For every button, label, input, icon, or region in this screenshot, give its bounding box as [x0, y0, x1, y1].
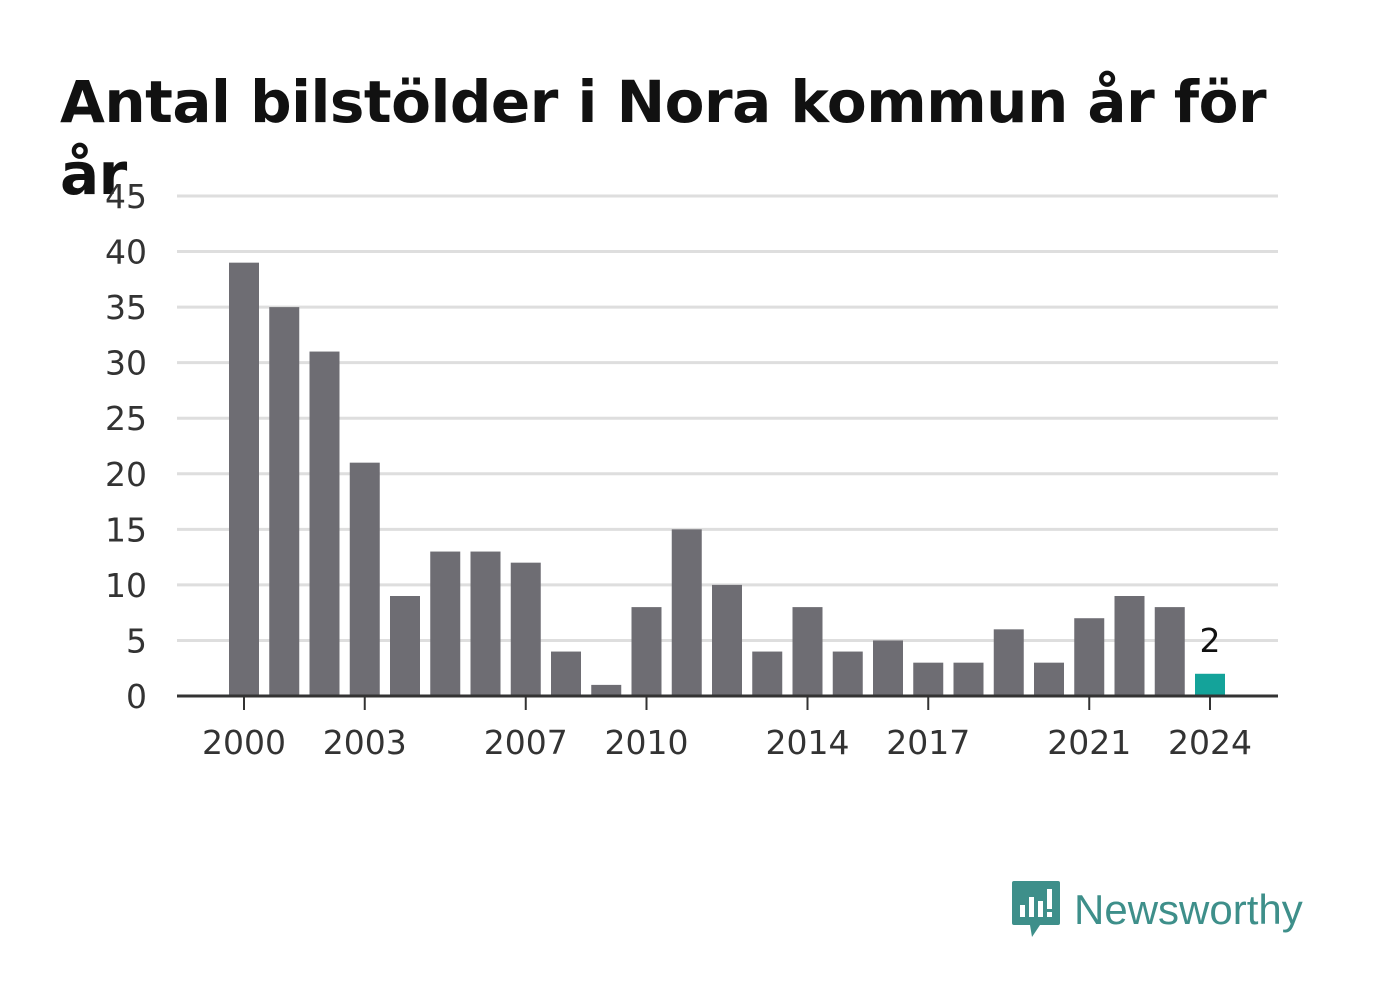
bar-2016 — [873, 640, 903, 696]
bar-2018 — [953, 662, 984, 696]
bars — [229, 262, 1225, 696]
bar-2005 — [430, 551, 461, 696]
brand-name: Newsworthy — [1074, 886, 1303, 933]
bar-2021 — [1074, 618, 1105, 696]
bar-2009 — [591, 684, 622, 696]
x-axis: 2000 2003 2007 2010 2014 2017 2021 2024 — [177, 694, 1278, 762]
bar-2013 — [752, 651, 783, 696]
y-tick-label: 40 — [105, 233, 147, 272]
bar-2003 — [349, 462, 380, 696]
y-tick-label: 45 — [105, 177, 147, 216]
gridlines — [177, 194, 1278, 642]
bar-2001 — [269, 307, 300, 696]
y-tick-label: 10 — [105, 566, 147, 605]
bar-2000 — [229, 262, 259, 696]
highlight-value-label: 2 — [1200, 621, 1221, 660]
bar-2017 — [913, 662, 944, 696]
y-tick-label: 15 — [105, 510, 147, 549]
annotations: 2 — [1200, 621, 1221, 660]
y-tick-label: 20 — [105, 455, 147, 494]
bar-2006 — [470, 551, 501, 696]
y-tick-label: 30 — [105, 344, 147, 383]
bar-2019 — [993, 629, 1024, 696]
bar-2002 — [309, 351, 340, 696]
x-tick-label: 2000 — [202, 723, 286, 762]
y-tick-label: 25 — [105, 399, 147, 438]
x-tick-label: 2021 — [1047, 723, 1131, 762]
x-tick-label: 2017 — [886, 723, 970, 762]
y-tick-label: 5 — [126, 621, 147, 660]
bar-2012 — [712, 584, 742, 696]
y-tick-label: 35 — [105, 288, 147, 327]
bar-2024 — [1195, 673, 1225, 696]
x-tick-label: 2014 — [766, 723, 850, 762]
bar-2011 — [671, 529, 702, 696]
bar-2008 — [551, 651, 581, 696]
bar-2023 — [1154, 607, 1185, 696]
chart-title: Antal bilstölder i Nora kommun år för år — [60, 68, 1267, 208]
brand[interactable]: Newsworthy — [1010, 878, 1303, 942]
bar-2010 — [631, 607, 662, 696]
bar-2015 — [832, 651, 863, 696]
y-tick-label: 0 — [126, 677, 147, 716]
x-tick-label: 2024 — [1168, 723, 1252, 762]
x-tick-label: 2010 — [605, 723, 689, 762]
newsworthy-logo-icon — [1012, 881, 1060, 937]
x-tick-label: 2003 — [323, 723, 407, 762]
bar-2020 — [1034, 662, 1064, 696]
bar-2014 — [792, 607, 823, 696]
x-tick-label: 2007 — [484, 723, 568, 762]
bar-2007 — [510, 562, 541, 696]
bar-2022 — [1114, 596, 1145, 696]
y-axis-ticks: 0 5 10 15 20 25 30 35 40 45 — [105, 177, 147, 716]
bar-2004 — [390, 596, 420, 696]
